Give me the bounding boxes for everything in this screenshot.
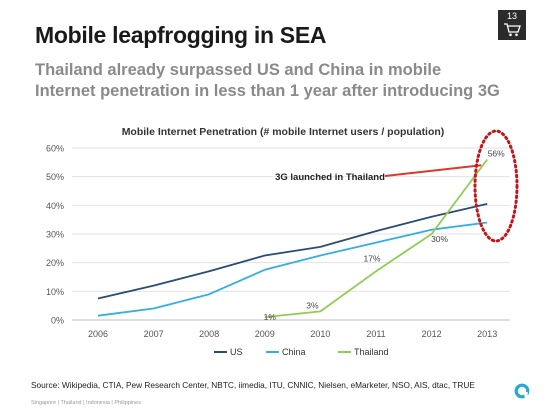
data-label: 1%	[264, 312, 277, 322]
company-logo	[514, 383, 530, 399]
page-badge: 13	[498, 10, 526, 40]
series-line-china	[97, 221, 488, 317]
x-tick-label: 2006	[88, 329, 108, 339]
shopping-cart-icon	[504, 23, 521, 37]
x-tick-label: 2012	[422, 329, 442, 339]
x-tick-label: 2013	[477, 329, 497, 339]
data-label: 3%	[306, 300, 319, 310]
y-tick-label: 0%	[51, 316, 64, 326]
annotation-label: 3G launched in Thailand	[275, 172, 385, 183]
legend-label: US	[230, 347, 243, 357]
slide-title: Mobile leapfrogging in SEA	[35, 22, 327, 48]
annotation-arrow	[384, 164, 482, 177]
y-tick-label: 20%	[46, 258, 64, 268]
x-tick-label: 2010	[310, 329, 330, 339]
footer-countries: Singapore | Thailand | Indonesia | Phili…	[31, 400, 141, 406]
chart-title: Mobile Internet Penetration (# mobile In…	[122, 126, 445, 138]
y-tick-label: 10%	[46, 287, 64, 297]
highlight-ring	[473, 129, 519, 243]
x-tick-label: 2009	[255, 329, 275, 339]
y-tick-label: 50%	[46, 172, 64, 182]
series-line-us	[97, 203, 488, 300]
data-label: 30%	[431, 234, 448, 244]
data-label: 17%	[363, 253, 380, 263]
data-label: 56%	[488, 148, 505, 158]
source-note: Source: Wikipedia, CTIA, Pew Research Ce…	[31, 380, 475, 390]
series-line-thailand	[264, 158, 488, 318]
legend-label: China	[282, 347, 306, 357]
legend-label: Thailand	[354, 347, 389, 357]
x-tick-label: 2011	[366, 329, 385, 339]
y-tick-label: 60%	[46, 144, 64, 154]
y-tick-label: 30%	[46, 230, 64, 240]
slide-subtitle: Thailand already surpassed US and China …	[35, 61, 500, 100]
line-chart: Mobile Internet Penetration (# mobile In…	[46, 126, 519, 357]
page-number: 13	[506, 11, 517, 21]
x-tick-label: 2008	[199, 329, 219, 339]
x-tick-label: 2007	[144, 329, 164, 339]
y-tick-label: 40%	[46, 201, 64, 211]
